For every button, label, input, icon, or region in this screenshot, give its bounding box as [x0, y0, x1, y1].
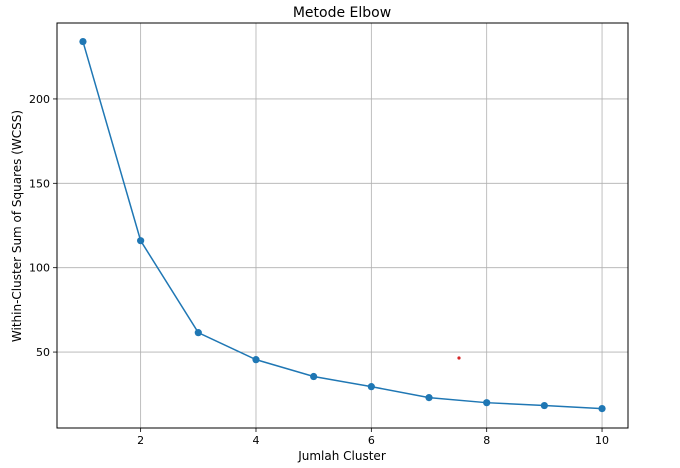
data-point — [79, 37, 87, 46]
data-point — [598, 404, 606, 413]
y-axis-ticks: 50 100 150 200 — [29, 93, 57, 359]
plot-frame — [56, 22, 629, 429]
x-tick-label: 6 — [368, 434, 375, 447]
x-tick-label: 8 — [483, 434, 490, 447]
series-line — [82, 41, 603, 410]
x-axis-label: Jumlah Cluster — [297, 449, 386, 463]
x-tick-label: 4 — [252, 434, 259, 447]
y-tick-label: 50 — [36, 346, 50, 359]
data-point — [540, 401, 548, 410]
y-tick-label: 100 — [29, 262, 50, 275]
data-point — [310, 372, 318, 381]
data-point — [194, 329, 202, 337]
grid-lines — [57, 23, 628, 428]
y-axis-label: Within-Cluster Sum of Squares (WCSS) — [10, 110, 24, 342]
plot-area — [79, 37, 606, 413]
x-tick-label: 10 — [595, 434, 609, 447]
y-tick-label: 150 — [29, 177, 50, 190]
data-point — [137, 237, 145, 245]
chart-title: Metode Elbow — [293, 5, 391, 21]
x-tick-label: 2 — [137, 434, 144, 447]
annotation-point — [457, 356, 461, 360]
data-point — [367, 383, 375, 391]
data-point — [483, 399, 491, 407]
x-axis-ticks: 2 4 6 8 10 — [137, 428, 609, 447]
data-point — [252, 356, 260, 364]
y-tick-label: 200 — [29, 93, 50, 106]
data-point — [425, 394, 433, 402]
